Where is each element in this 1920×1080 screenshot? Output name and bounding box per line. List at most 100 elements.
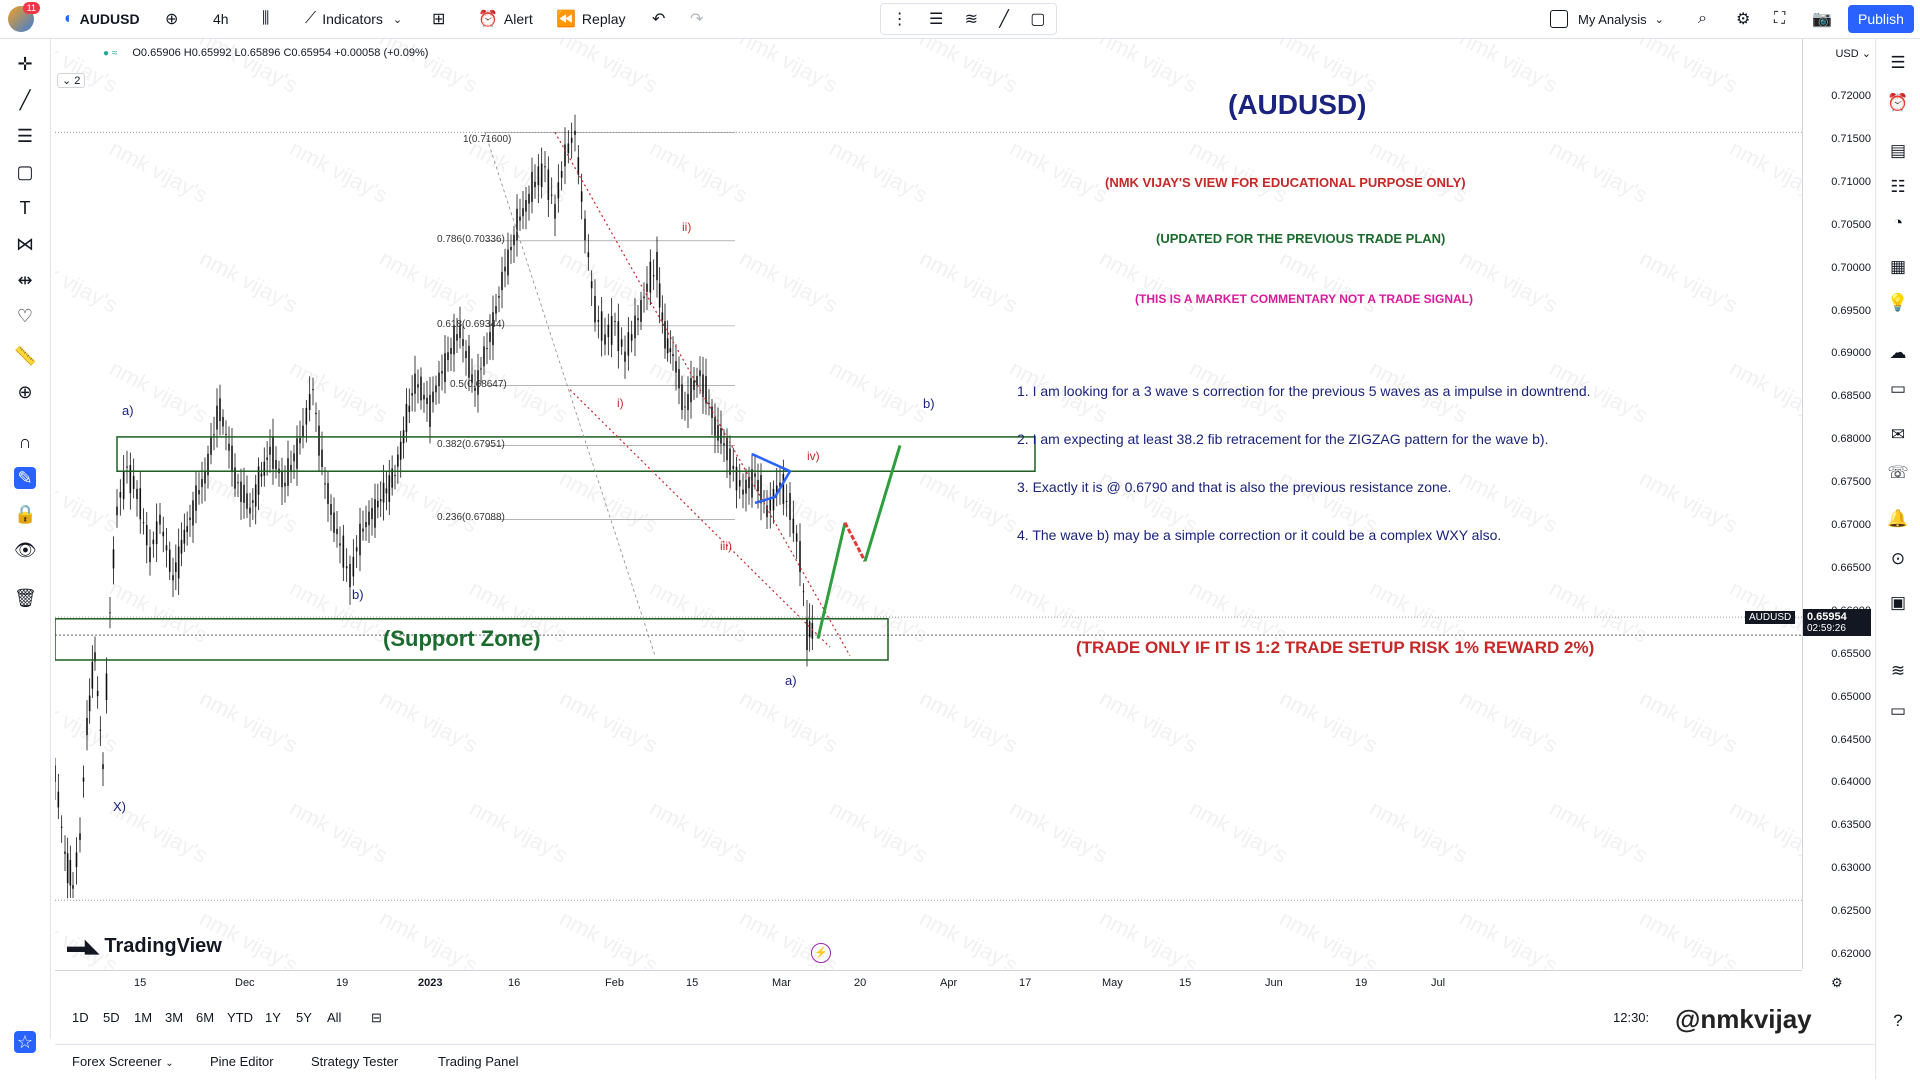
watchlist-icon[interactable]: ☰ bbox=[1890, 53, 1906, 72]
candle-body bbox=[492, 312, 494, 346]
candle-body bbox=[362, 528, 364, 532]
text-tool-icon[interactable]: T bbox=[19, 198, 31, 218]
ruler-icon[interactable]: 📏 bbox=[14, 346, 37, 366]
drag-handle-icon[interactable]: ⋮ bbox=[891, 11, 908, 28]
symbol-search[interactable]: ◐ AUDUSD bbox=[64, 0, 140, 38]
trash-icon[interactable]: 🗑 bbox=[14, 588, 37, 608]
candle-body bbox=[600, 311, 603, 341]
alerts-clock-icon[interactable]: ⏰ bbox=[1887, 93, 1909, 112]
depth-icon[interactable]: ▭ bbox=[1889, 701, 1907, 720]
point-3: 3. Exactly it is @ 0.6790 and that is al… bbox=[1017, 479, 1452, 495]
app-logo[interactable]: 11 bbox=[8, 0, 40, 38]
indicators-button[interactable]: ⟋ Indicators ⌄ bbox=[305, 0, 402, 38]
shapes-icon[interactable]: ▢ bbox=[16, 162, 34, 182]
candle-body bbox=[216, 405, 218, 430]
snapshot-button[interactable]: 📷 bbox=[1812, 0, 1832, 38]
range-button[interactable]: All bbox=[327, 1010, 342, 1025]
price-axis[interactable]: USD ⌄ 0.72000 0.71500 0.71000 0.70500 0.7000… bbox=[1745, 39, 1877, 969]
heart-icon[interactable]: ♡ bbox=[16, 306, 34, 326]
range-button[interactable]: 5Y bbox=[296, 1010, 312, 1025]
pitchfork-icon[interactable]: ≋ bbox=[964, 11, 978, 28]
trendline-tool-icon[interactable]: ╱ bbox=[19, 90, 31, 110]
layout-menu[interactable]: My Analysis ⌄ bbox=[1550, 0, 1664, 38]
search-button[interactable]: ⌕ bbox=[1698, 0, 1707, 38]
chart-type-button[interactable]: ⫼ bbox=[262, 0, 269, 38]
candle-body bbox=[116, 506, 118, 516]
tradingview-logo[interactable]: ▬◣ TradingView bbox=[67, 935, 222, 958]
candle-body bbox=[444, 353, 446, 382]
calendar-grid-icon[interactable]: ▦ bbox=[1889, 257, 1907, 276]
rectangle-icon[interactable]: ▢ bbox=[1030, 11, 1046, 28]
publish-button[interactable]: Publish bbox=[1848, 0, 1914, 38]
compare-button[interactable]: ⊕ bbox=[165, 0, 178, 38]
indicator-collapse-button[interactable]: ⌄ 2 bbox=[57, 73, 86, 88]
calendar-icon[interactable]: ◔ bbox=[1892, 213, 1904, 232]
messages-icon[interactable]: ☏ bbox=[1887, 463, 1909, 482]
candle-body bbox=[634, 315, 636, 339]
data-window-icon[interactable]: ▤ bbox=[1889, 141, 1907, 160]
avatar[interactable]: 11 bbox=[8, 2, 40, 32]
axis-settings-icon[interactable]: ⚙ bbox=[1831, 975, 1843, 990]
fib-tool-icon[interactable]: ☰ bbox=[928, 11, 944, 28]
event-marker-icon[interactable]: ⚡ bbox=[811, 943, 831, 963]
projection-up-1 bbox=[816, 522, 847, 639]
tab-trading-panel[interactable]: Trading Panel bbox=[438, 1054, 519, 1069]
undo-button[interactable]: ↶ bbox=[652, 0, 665, 38]
notifications-icon[interactable]: 🔔 bbox=[1887, 509, 1909, 528]
clock-readout[interactable]: 12:30: bbox=[1613, 1010, 1650, 1025]
time-axis[interactable]: 15 Dec 19 2023 16 Feb 15 Mar 20 Apr 17 May 15 Jun 19 Ju… bbox=[55, 970, 1843, 995]
magnet-icon[interactable]: ∩ bbox=[18, 432, 32, 452]
tab-forex-screener[interactable]: Forex Screener ⌄ bbox=[72, 1054, 174, 1069]
fullscreen-button[interactable]: ⛶ bbox=[1774, 0, 1785, 38]
range-button[interactable]: YTD bbox=[227, 1010, 253, 1025]
candle-body bbox=[435, 385, 437, 393]
tab-pine-editor[interactable]: Pine Editor bbox=[210, 1054, 274, 1069]
price-tick-label: 0.67500 bbox=[1831, 476, 1871, 489]
candle-body bbox=[745, 479, 747, 494]
currency-label[interactable]: USD ⌄ bbox=[1835, 48, 1871, 60]
star-icon[interactable]: ☆ bbox=[14, 1031, 36, 1053]
patterns-icon[interactable]: ⋈ bbox=[16, 234, 34, 254]
tab-strategy-tester[interactable]: Strategy Tester bbox=[311, 1054, 399, 1069]
timeframe-button[interactable]: 4h bbox=[213, 0, 229, 38]
crosshair-icon[interactable]: ✛ bbox=[17, 54, 33, 74]
order-panel-icon[interactable]: ≋ bbox=[1890, 661, 1906, 680]
range-button[interactable]: 3M bbox=[165, 1010, 184, 1025]
zoom-icon[interactable]: ⊕ bbox=[17, 382, 33, 402]
replay-button[interactable]: ⏪ Replay bbox=[556, 0, 626, 38]
chat-icon[interactable]: ☁ bbox=[1889, 343, 1907, 362]
help-icon[interactable]: ? bbox=[1893, 1011, 1903, 1030]
eye-icon[interactable]: 👁 bbox=[14, 540, 37, 560]
candle-body bbox=[168, 549, 171, 572]
price-chart[interactable] bbox=[55, 39, 1802, 969]
lock-icon[interactable]: 🔒 bbox=[14, 504, 37, 524]
trendline-icon[interactable]: ╱ bbox=[999, 11, 1009, 28]
candle-body bbox=[207, 453, 209, 476]
templates-button[interactable]: ⊞ bbox=[432, 0, 445, 38]
notes-icon[interactable]: ✉ bbox=[1890, 425, 1906, 444]
alert-button[interactable]: ⏰ Alert bbox=[478, 0, 533, 38]
gear-icon: ⚙ bbox=[1736, 11, 1751, 28]
signal-icon[interactable]: ⊙ bbox=[1890, 549, 1906, 568]
hotlist-icon[interactable]: ☷ bbox=[1890, 177, 1906, 196]
fib-retracement-icon[interactable]: ☰ bbox=[16, 126, 34, 146]
candle-body bbox=[240, 481, 242, 502]
range-button[interactable]: 1M bbox=[134, 1010, 153, 1025]
ideas-icon[interactable]: 💡 bbox=[1887, 293, 1909, 312]
range-button[interactable]: 5D bbox=[103, 1010, 120, 1025]
goto-date-icon[interactable]: ⊟ bbox=[371, 1010, 382, 1025]
range-button[interactable]: 1Y bbox=[265, 1010, 281, 1025]
range-button[interactable]: 6M bbox=[196, 1010, 215, 1025]
chat-badge-icon[interactable]: ▣ bbox=[1889, 593, 1907, 612]
redo-button[interactable]: ↷ bbox=[690, 0, 703, 38]
settings-button[interactable]: ⚙ bbox=[1736, 0, 1750, 38]
candle-body bbox=[112, 549, 115, 569]
stay-drawing-icon[interactable]: ✎ bbox=[14, 467, 36, 489]
ohlc-legend[interactable]: ● ≈ O0.65906 H0.65992 L0.65896 C0.65954 … bbox=[103, 47, 428, 59]
candle-body bbox=[772, 488, 775, 511]
chart-canvas[interactable]: nmk vijay's nmk vijay's nmk vijay's nmk vij… bbox=[55, 39, 1802, 969]
candle-body bbox=[324, 483, 326, 485]
range-button[interactable]: 1D bbox=[72, 1010, 89, 1025]
streams-icon[interactable]: ▭ bbox=[1889, 379, 1907, 398]
prediction-icon[interactable]: ⇹ bbox=[17, 270, 33, 290]
